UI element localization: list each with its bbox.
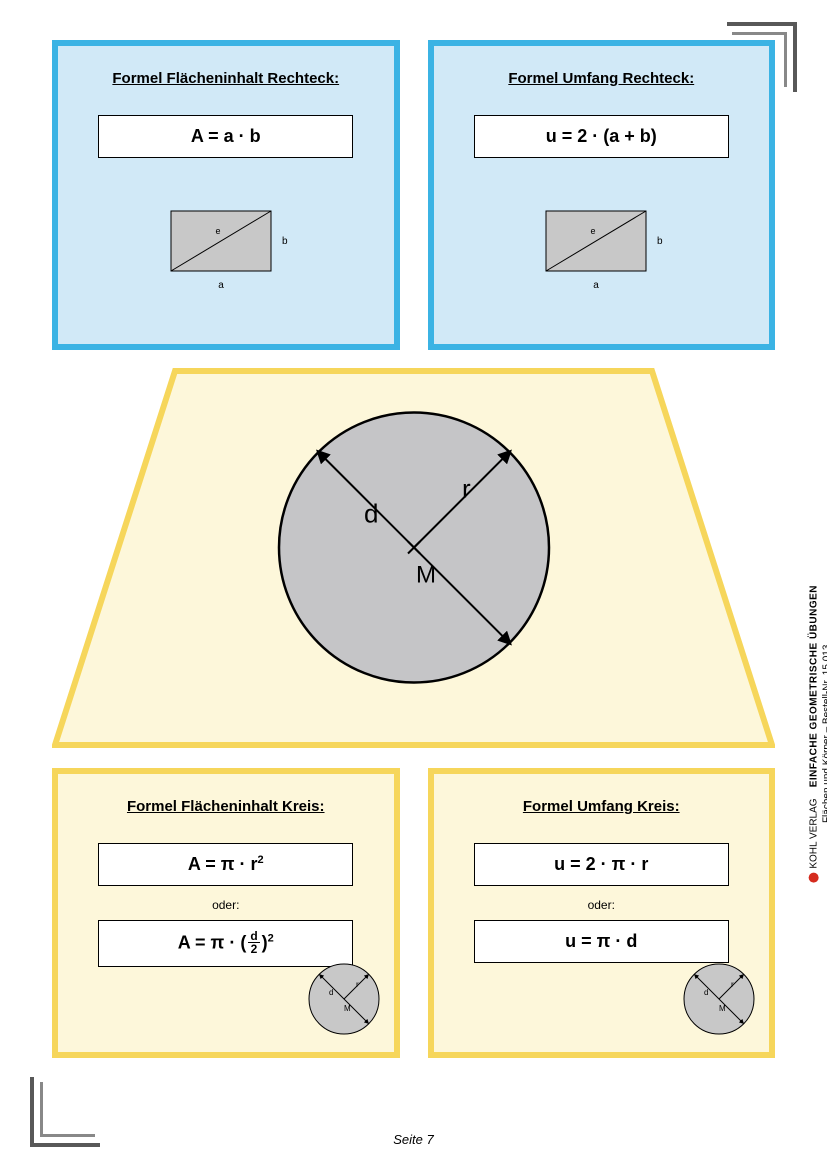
oder-label: oder: <box>588 898 615 912</box>
mini-circle-diagram: d r M <box>679 959 759 1044</box>
card-rect-perimeter: Formel Umfang Rechteck: u = 2 · (a + b) … <box>428 40 776 350</box>
formula-circle-area-1: A = π · r2 <box>98 843 353 886</box>
svg-text:d: d <box>329 988 333 997</box>
svg-text:M: M <box>344 1004 351 1013</box>
formula-rect-perimeter: u = 2 · (a + b) <box>474 115 729 158</box>
mini-rectangle-diagram: a b e <box>531 196 671 296</box>
svg-text:M: M <box>416 562 436 589</box>
svg-text:a: a <box>218 280 224 291</box>
sidebar-metadata: KOHL VERLAG EINFACHE GEOMETRISCHE ÜBUNGE… <box>808 585 827 883</box>
card-rect-area: Formel Flächeninhalt Rechteck: A = a · b… <box>52 40 400 350</box>
big-circle-diagram: d r M <box>264 398 564 703</box>
heading-circle-perimeter: Formel Umfang Kreis: <box>523 798 680 815</box>
svg-text:M: M <box>719 1004 726 1013</box>
trapezoid-circle-panel: d r M <box>52 368 775 748</box>
svg-text:r: r <box>731 980 734 989</box>
oder-label: oder: <box>212 898 239 912</box>
svg-text:d: d <box>704 988 708 997</box>
formula-circle-perim-2: u = π · d <box>474 920 729 963</box>
svg-text:b: b <box>657 236 663 247</box>
heading-circle-area: Formel Flächeninhalt Kreis: <box>127 798 325 815</box>
svg-text:a: a <box>593 280 599 291</box>
card-circle-perimeter: Formel Umfang Kreis: u = 2 · π · r oder:… <box>428 768 776 1058</box>
svg-text:r: r <box>462 474 471 504</box>
page-number: Seite 7 <box>0 1132 827 1147</box>
mini-circle-diagram: d r M <box>304 959 384 1044</box>
heading-rect-area: Formel Flächeninhalt Rechteck: <box>112 70 339 87</box>
formula-circle-perim-1: u = 2 · π · r <box>474 843 729 886</box>
svg-text:d: d <box>364 499 378 529</box>
publisher-logo-icon <box>809 872 819 882</box>
svg-text:r: r <box>356 980 359 989</box>
card-circle-area: Formel Flächeninhalt Kreis: A = π · r2 o… <box>52 768 400 1058</box>
heading-rect-perimeter: Formel Umfang Rechteck: <box>508 70 694 87</box>
mini-rectangle-diagram: a b e <box>156 196 296 296</box>
svg-text:e: e <box>591 226 596 236</box>
svg-text:b: b <box>282 236 288 247</box>
formula-rect-area: A = a · b <box>98 115 353 158</box>
svg-text:e: e <box>215 226 220 236</box>
